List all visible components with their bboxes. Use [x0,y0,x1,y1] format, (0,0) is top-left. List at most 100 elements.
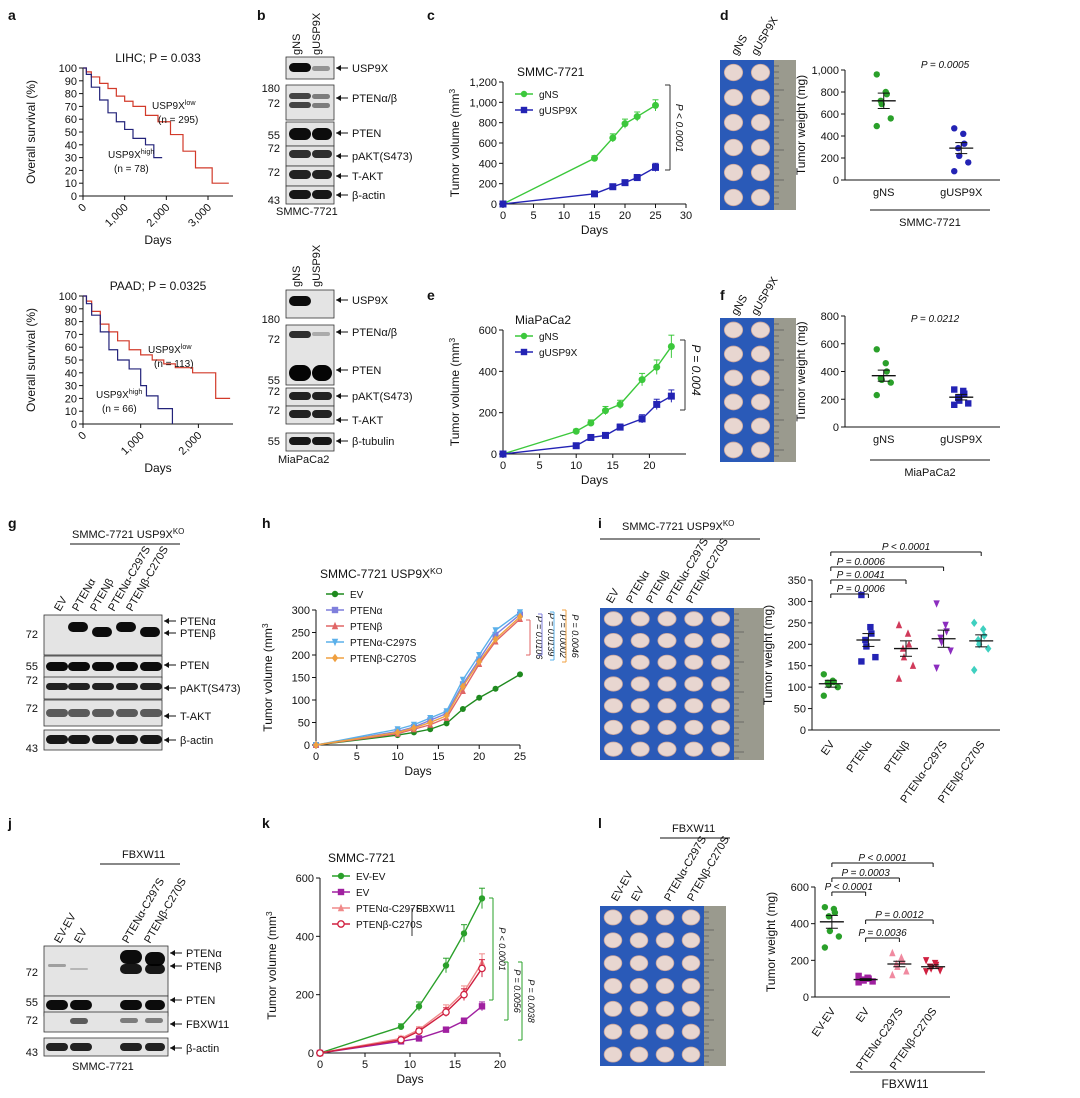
tumor [603,932,623,949]
blot-b1: gNS gUSP9X USP9X PTENα/β PTEN pAKT(S473) T-AKT… [262,12,413,218]
data-point [961,140,968,147]
tumor [629,1023,649,1040]
ruler [774,60,796,210]
data-point [889,970,896,979]
x-tick-label: 10 [391,751,403,763]
data-point [965,159,972,166]
data-point [397,1036,405,1044]
tumor [657,741,677,757]
data-point [517,671,523,678]
p-value: P = 0.0139 [546,613,556,656]
x-tick-label: 15 [607,460,619,472]
lane-label: EV [72,926,90,945]
band-label: PTEN [352,128,381,140]
x-tick-label: 2,000 [145,202,173,230]
tumor [629,1046,649,1063]
y-tick-label: 30 [65,381,77,393]
y-tick-label: 200 [821,153,839,165]
data-point [882,359,889,367]
y-tick-label: 0 [491,449,497,461]
tumor [723,321,744,339]
data-point [835,933,843,940]
chart-title: LIHC; P = 0.033 [115,51,201,65]
data-point [337,903,345,912]
tumor [603,633,623,649]
data-point [971,618,978,628]
data-point [517,612,523,621]
chart-title: MiaPaCa2 [515,313,571,327]
data-point [821,944,829,951]
blot-band [145,964,165,974]
y-tick-label: 20 [65,165,77,177]
tumor [630,741,650,757]
blot-band [145,1018,163,1023]
tumor [603,1046,623,1063]
x-tick-label: PTENβ [882,739,912,775]
tumor [603,654,623,670]
data-point [895,674,903,682]
data-point [443,720,450,727]
x-axis-label: Days [581,473,608,487]
blot-band [312,190,332,199]
panel-label-c: c [427,7,435,23]
mw-marker: 43 [268,195,280,207]
arrow-head [170,997,175,1003]
tumor [657,676,677,692]
tumor [684,741,704,757]
tumor [603,955,623,972]
blot-band [120,1018,138,1023]
blot-band [312,103,330,108]
blot-band [68,662,90,671]
tumor [629,955,649,972]
y-tick-label: 400 [479,366,497,378]
tumor [655,1000,675,1017]
panel-label-h: h [262,515,271,531]
blot-band [46,735,68,744]
x-tick-label: 10 [570,460,582,472]
data-point [331,606,339,614]
tumor [723,113,744,132]
mw-marker: 55 [26,661,38,673]
y-tick-label: 50 [65,127,77,139]
data-point [956,152,963,159]
mw-marker: 43 [26,743,38,755]
tumor [629,932,649,949]
y-tick-label: 50 [298,718,310,730]
blot-band [289,128,311,140]
tumor [603,978,623,994]
data-point [492,685,499,692]
y-tick-label: 150 [292,673,310,685]
data-point [415,1035,423,1042]
data-point [460,990,468,999]
photo-i [600,608,764,760]
ruler [704,906,726,1066]
group-label: USP9Xlow [152,98,196,112]
legend-label: PTENα [350,606,383,617]
data-point [834,683,841,691]
y-tick-label: 70 [65,101,77,113]
arrow-head [164,737,169,743]
blot-band [46,1000,68,1010]
tumor [750,88,771,107]
y-tick-label: 400 [479,158,497,170]
x-tick-label: 0 [500,460,506,472]
header-label: SMMC-7721 USP9XKO [72,527,184,541]
data-point [478,1003,486,1010]
lane-label: gNS [291,34,303,55]
x-tick-label: 5 [354,751,360,763]
band-label: pAKT(S473) [180,683,241,695]
data-point [942,621,949,630]
x-tick-label: 15 [588,210,600,222]
tumor [655,932,675,949]
data-point [442,1026,450,1033]
tumor [684,698,704,714]
blot-band [312,150,332,158]
data-point [965,400,972,407]
data-point [616,423,624,431]
data-point [492,631,499,638]
series-PTENβ-C270S [313,612,523,749]
tumor [629,909,649,926]
data-point [394,728,401,737]
